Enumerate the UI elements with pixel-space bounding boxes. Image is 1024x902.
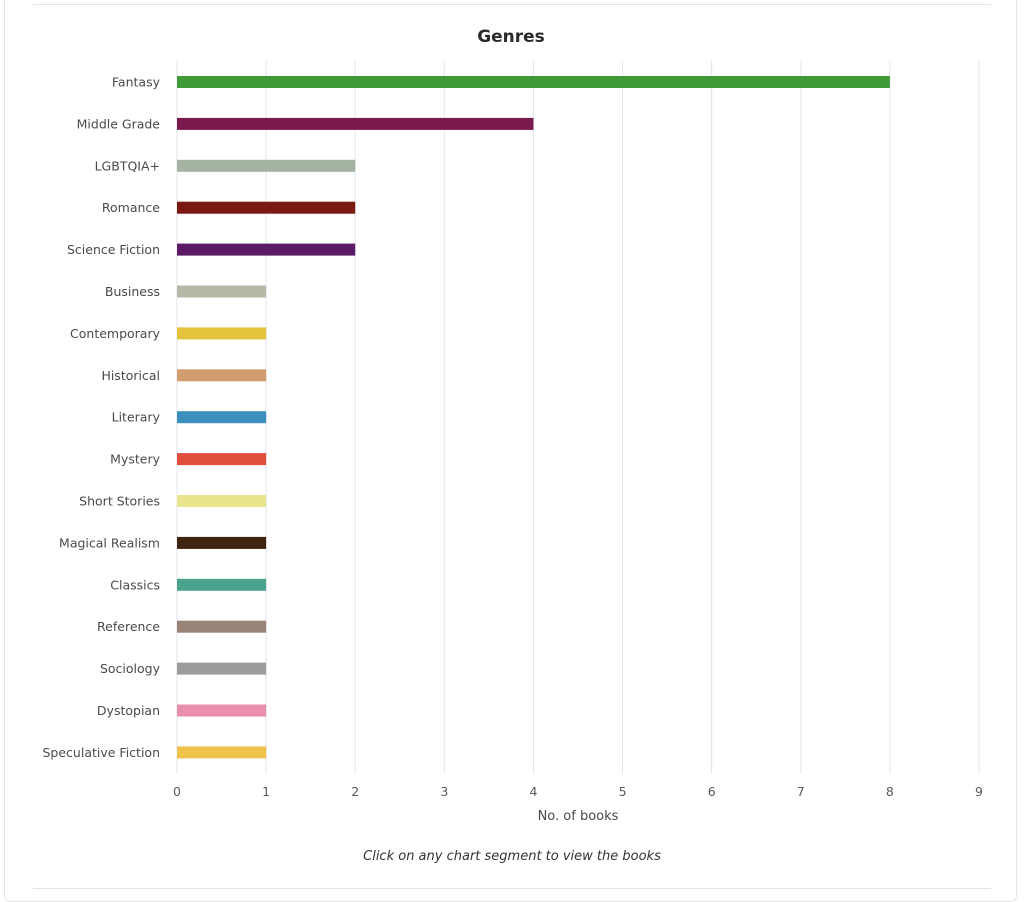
category-label: Speculative Fiction xyxy=(43,745,161,760)
x-tick-label: 5 xyxy=(619,784,627,799)
x-tick-label: 8 xyxy=(886,784,894,799)
bar-reference[interactable] xyxy=(177,620,267,633)
category-label: LGBTQIA+ xyxy=(95,158,160,173)
bar-mystery[interactable] xyxy=(177,453,267,466)
bar-sociology[interactable] xyxy=(177,662,267,675)
x-axis-title: No. of books xyxy=(538,809,619,824)
category-label: Classics xyxy=(110,577,160,592)
category-label: Short Stories xyxy=(79,494,160,509)
bar-business[interactable] xyxy=(177,285,267,298)
bar-middle-grade[interactable] xyxy=(177,117,534,130)
chart-title: Genres xyxy=(477,27,545,47)
category-labels: Fantasy Middle Grade LGBTQIA+ Romance Scienc… xyxy=(43,75,161,760)
top-divider xyxy=(33,4,991,5)
grid-lines xyxy=(176,61,980,774)
bar-magical-realism[interactable] xyxy=(177,536,267,549)
bar-science-fiction[interactable] xyxy=(177,243,356,256)
category-label: Fantasy xyxy=(112,75,161,90)
bars xyxy=(177,76,890,759)
x-tick-label: 0 xyxy=(173,784,181,799)
genres-bar-chart: Genres Fantasy Middle Grade LGBTQIA+ Romanc… xyxy=(43,27,984,824)
bar-fantasy[interactable] xyxy=(177,76,890,88)
bar-lgbtqia[interactable] xyxy=(177,159,356,172)
x-tick-label: 4 xyxy=(529,784,537,799)
chart-hint: Click on any chart segment to view the b… xyxy=(363,849,661,864)
x-tick-label: 1 xyxy=(262,784,270,799)
category-label: Mystery xyxy=(110,452,160,467)
bar-speculative-fiction[interactable] xyxy=(177,746,267,759)
chart-card xyxy=(4,0,1017,902)
category-label: Middle Grade xyxy=(77,116,161,131)
category-label: Historical xyxy=(101,368,160,383)
x-tick-label: 6 xyxy=(708,784,716,799)
category-label: Sociology xyxy=(100,661,161,676)
category-label: Reference xyxy=(97,619,160,634)
bottom-divider xyxy=(33,888,991,889)
x-tick-label: 2 xyxy=(351,784,359,799)
bar-literary[interactable] xyxy=(177,411,267,424)
category-label: Science Fiction xyxy=(67,242,160,257)
category-label: Contemporary xyxy=(70,326,161,341)
x-tick-label: 3 xyxy=(440,784,448,799)
category-label: Literary xyxy=(112,410,161,425)
bar-contemporary[interactable] xyxy=(177,327,267,340)
category-label: Romance xyxy=(102,200,160,215)
category-label: Dystopian xyxy=(97,703,160,718)
bar-short-stories[interactable] xyxy=(177,495,267,507)
bar-classics[interactable] xyxy=(177,578,267,591)
bar-historical[interactable] xyxy=(177,369,267,382)
x-tick-label: 7 xyxy=(797,784,805,799)
bar-dystopian[interactable] xyxy=(177,704,267,717)
category-label: Magical Realism xyxy=(59,535,160,550)
category-label: Business xyxy=(105,284,160,299)
x-tick-label: 9 xyxy=(975,784,983,799)
bar-romance[interactable] xyxy=(177,201,356,214)
x-axis-ticks: 0 1 2 3 4 5 6 7 8 9 xyxy=(173,784,983,799)
